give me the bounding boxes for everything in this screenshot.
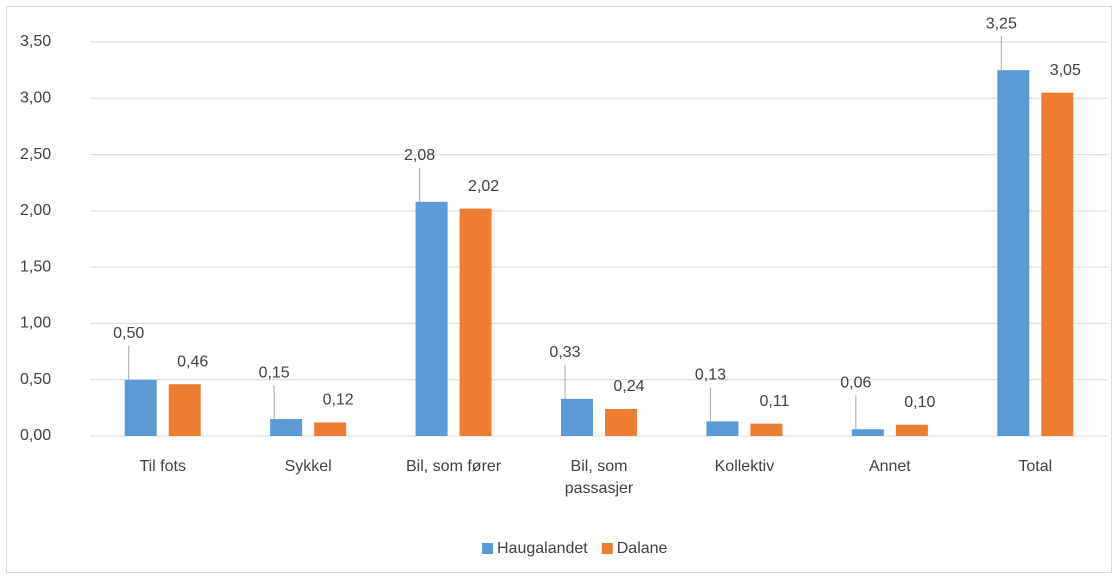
y-tick-label: 0,00 <box>20 427 51 444</box>
bar <box>124 379 157 436</box>
bar <box>706 421 739 436</box>
y-tick-label: 2,50 <box>20 146 51 163</box>
data-label: 0,46 <box>177 353 208 370</box>
x-tick-label: Bil, som passasjer <box>564 458 634 497</box>
legend-label: Haugalandet <box>497 540 588 557</box>
data-label: 0,06 <box>840 374 871 391</box>
bar <box>561 398 593 436</box>
x-tick-label: Annet <box>868 458 911 475</box>
bar <box>1041 92 1074 437</box>
y-tick-label: 1,00 <box>20 315 51 332</box>
bar <box>605 408 637 436</box>
y-tick-label: 0,50 <box>20 371 51 388</box>
bar <box>851 429 884 436</box>
legend-swatch <box>482 543 493 554</box>
bar <box>270 419 303 436</box>
data-label: 2,02 <box>468 178 499 195</box>
data-label: 0,50 <box>113 325 144 342</box>
x-tick-label: Sykkel <box>284 458 332 475</box>
data-label: 0,12 <box>323 392 354 409</box>
data-label: 2,08 <box>404 147 435 164</box>
x-tick-label: Til fots <box>139 458 186 475</box>
data-label: 0,24 <box>613 378 644 395</box>
bar <box>895 424 928 436</box>
x-tick-label: Bil, som fører <box>406 458 502 475</box>
y-tick-label: 2,00 <box>20 202 51 219</box>
legend-label: Dalane <box>617 540 668 557</box>
y-tick-label: 1,50 <box>20 258 51 275</box>
data-label: 3,25 <box>986 15 1017 32</box>
data-label: 0,33 <box>549 344 580 361</box>
y-tick-label: 3,50 <box>20 33 51 50</box>
chart-border <box>6 6 1112 573</box>
legend-swatch <box>601 543 613 554</box>
y-tick-label: 3,00 <box>20 90 51 107</box>
data-label: 0,10 <box>904 394 935 411</box>
bar <box>168 384 201 436</box>
x-tick-label: Total <box>1018 458 1053 475</box>
bar <box>750 423 783 436</box>
data-label: 0,15 <box>259 364 290 381</box>
x-tick-label: Kollektiv <box>714 458 775 475</box>
data-label: 0,11 <box>759 393 789 410</box>
bar <box>415 201 448 436</box>
data-label: 0,13 <box>695 367 726 384</box>
bar <box>459 208 492 436</box>
bar <box>997 70 1030 437</box>
bar <box>314 422 347 436</box>
data-label: 3,05 <box>1050 62 1081 79</box>
